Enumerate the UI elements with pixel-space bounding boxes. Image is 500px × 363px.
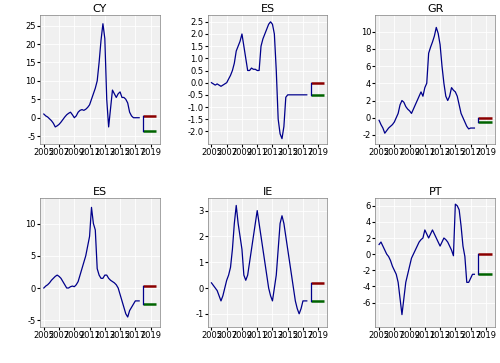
Title: ES: ES xyxy=(260,4,274,14)
Title: PT: PT xyxy=(428,187,442,197)
Title: ES: ES xyxy=(93,187,107,197)
Title: IE: IE xyxy=(262,187,272,197)
Title: GR: GR xyxy=(427,4,444,14)
Title: CY: CY xyxy=(92,4,107,14)
